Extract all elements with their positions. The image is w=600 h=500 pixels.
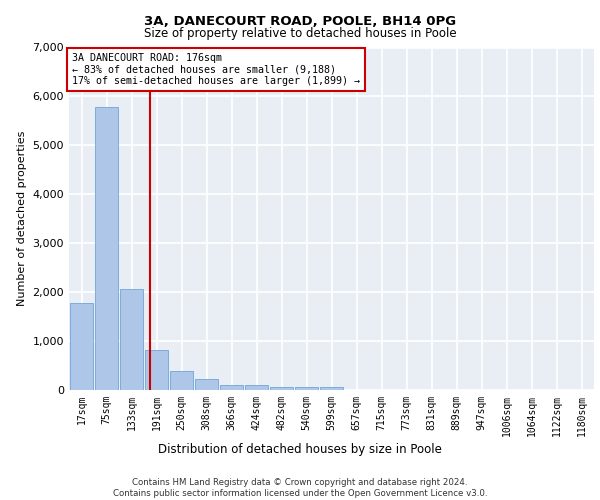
Text: 3A DANECOURT ROAD: 176sqm
← 83% of detached houses are smaller (9,188)
17% of se: 3A DANECOURT ROAD: 176sqm ← 83% of detac…: [71, 52, 359, 86]
Bar: [220, 385, 244, 390]
Text: Contains HM Land Registry data © Crown copyright and database right 2024.
Contai: Contains HM Land Registry data © Crown c…: [113, 478, 487, 498]
Bar: [119, 289, 143, 390]
Text: 3A, DANECOURT ROAD, POOLE, BH14 0PG: 3A, DANECOURT ROAD, POOLE, BH14 0PG: [144, 15, 456, 28]
Text: Distribution of detached houses by size in Poole: Distribution of detached houses by size …: [158, 442, 442, 456]
Bar: [194, 378, 218, 390]
Bar: [295, 387, 319, 390]
Text: Size of property relative to detached houses in Poole: Size of property relative to detached ho…: [143, 28, 457, 40]
Y-axis label: Number of detached properties: Number of detached properties: [17, 131, 27, 306]
Bar: [70, 303, 94, 390]
Bar: [170, 371, 193, 390]
Bar: [95, 107, 118, 390]
Bar: [320, 386, 343, 390]
Bar: [269, 386, 293, 390]
Bar: [245, 385, 268, 390]
Bar: [145, 350, 169, 390]
